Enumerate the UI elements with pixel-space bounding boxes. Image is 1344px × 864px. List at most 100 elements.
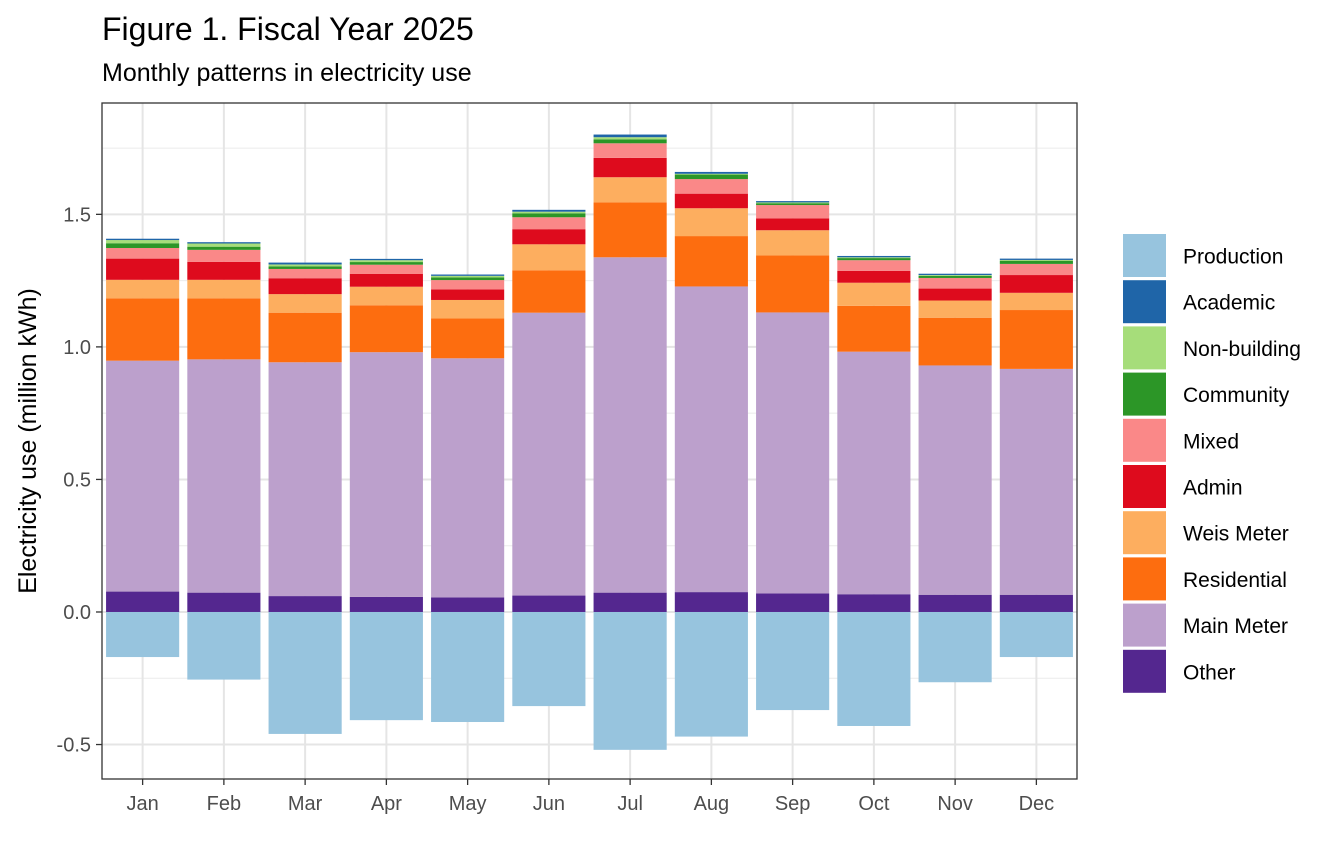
bar-academic-apr	[349, 258, 423, 261]
bar-main-meter-may	[431, 358, 505, 598]
bar-production-jun	[512, 611, 586, 707]
bar-residential-feb	[187, 298, 261, 360]
bar-production-nov	[918, 611, 992, 683]
bar-main-meter-jul	[593, 257, 667, 593]
bar-residential-jul	[593, 202, 667, 258]
legend-key-weis-meter	[1123, 511, 1166, 555]
bar-mixed-oct	[837, 260, 911, 271]
bar-academic-dec	[999, 258, 1073, 260]
legend-key-admin	[1123, 465, 1166, 508]
bar-academic-feb	[187, 242, 261, 244]
bar-community-apr	[349, 262, 423, 265]
bar-residential-sep	[756, 255, 830, 313]
legend-key-main-meter	[1123, 603, 1166, 647]
legend-key-production	[1123, 234, 1166, 277]
bar-weis-meter-aug	[674, 208, 748, 237]
legend-label-academic: Academic	[1183, 292, 1275, 315]
bar-production-sep	[756, 611, 830, 711]
bar-other-sep	[756, 593, 830, 612]
x-tick-label: Aug	[694, 793, 730, 815]
bar-admin-aug	[674, 193, 748, 209]
bar-admin-mar	[268, 278, 342, 295]
bar-weis-meter-feb	[187, 279, 261, 299]
bar-residential-jan	[106, 298, 180, 361]
bar-admin-dec	[999, 275, 1073, 293]
chart-title: Figure 1. Fiscal Year 2025	[102, 11, 474, 47]
bar-community-nov	[918, 275, 992, 278]
bar-other-jul	[593, 592, 667, 612]
plot-panel-background	[102, 103, 1077, 779]
bar-weis-meter-jan	[106, 279, 180, 299]
bar-main-meter-jan	[106, 360, 180, 592]
bar-residential-oct	[837, 305, 911, 352]
bar-academic-jul	[593, 134, 667, 138]
bar-weis-meter-may	[431, 299, 505, 319]
bar-weis-meter-oct	[837, 282, 911, 306]
chart-subtitle: Monthly patterns in electricity use	[102, 59, 472, 87]
y-tick-label: 0.5	[63, 469, 91, 491]
bar-admin-nov	[918, 288, 992, 301]
bar-other-mar	[268, 596, 342, 612]
legend-label-production: Production	[1183, 246, 1283, 269]
legend-label-community: Community	[1183, 384, 1290, 407]
legend-key-community	[1123, 372, 1166, 416]
minor-gridlines	[102, 147, 1077, 679]
legend-key-mixed	[1123, 418, 1166, 462]
bar-community-sep	[756, 203, 830, 206]
bar-main-meter-mar	[268, 362, 342, 597]
bar-residential-nov	[918, 317, 992, 366]
bar-stacks	[106, 134, 1073, 750]
bar-mixed-dec	[999, 263, 1073, 276]
bar-admin-oct	[837, 270, 911, 283]
bar-weis-meter-mar	[268, 294, 342, 313]
bar-mixed-aug	[674, 179, 748, 194]
bar-main-meter-jun	[512, 312, 586, 596]
bar-academic-may	[431, 274, 505, 276]
y-tick-label: 0.0	[63, 602, 91, 624]
legend-label-mixed: Mixed	[1183, 430, 1239, 453]
bar-weis-meter-apr	[349, 286, 423, 306]
bar-non-building-dec	[999, 259, 1073, 261]
x-tick-label: May	[449, 793, 487, 815]
bar-non-building-jun	[512, 211, 586, 214]
bar-weis-meter-dec	[999, 292, 1073, 311]
bar-non-building-jul	[593, 137, 667, 140]
x-tick-label: Apr	[371, 793, 402, 815]
bar-production-feb	[187, 611, 261, 680]
legend-label-main-meter: Main Meter	[1183, 615, 1288, 638]
x-axis: Jan Feb Mar Apr May Jun Jul Aug Sep Oct Nov Dec	[127, 779, 1054, 815]
x-tick-label: Mar	[288, 793, 323, 815]
x-tick-label: Sep	[775, 793, 811, 815]
bar-non-building-may	[431, 275, 505, 278]
bar-other-feb	[187, 592, 261, 612]
bar-production-dec	[999, 611, 1073, 658]
bar-non-building-oct	[837, 257, 911, 259]
bar-mixed-may	[431, 280, 505, 290]
bar-community-mar	[268, 266, 342, 269]
legend-label-other: Other	[1183, 661, 1236, 684]
bar-mixed-jul	[593, 143, 667, 158]
x-tick-label: Oct	[858, 793, 890, 815]
bar-main-meter-oct	[837, 351, 911, 595]
bar-academic-jan	[106, 238, 180, 241]
bar-community-jun	[512, 213, 586, 218]
bar-academic-sep	[756, 201, 830, 203]
legend-label-weis-meter: Weis Meter	[1183, 523, 1289, 546]
bar-mixed-feb	[187, 249, 261, 262]
y-axis-title: Electricity use (million kWh)	[14, 288, 42, 594]
legend-key-residential	[1123, 557, 1166, 601]
bar-mixed-jan	[106, 248, 180, 259]
bar-community-jul	[593, 139, 667, 144]
legend-key-academic	[1123, 280, 1166, 324]
bar-residential-aug	[674, 236, 748, 287]
bar-community-may	[431, 277, 505, 281]
bar-admin-may	[431, 289, 505, 300]
bar-admin-jan	[106, 258, 180, 280]
bar-mixed-mar	[268, 268, 342, 279]
bar-weis-meter-jun	[512, 244, 586, 271]
bar-academic-aug	[674, 171, 748, 174]
legend-label-residential: Residential	[1183, 569, 1287, 592]
legend-key-other	[1123, 649, 1166, 693]
x-tick-label: Jun	[533, 793, 565, 815]
